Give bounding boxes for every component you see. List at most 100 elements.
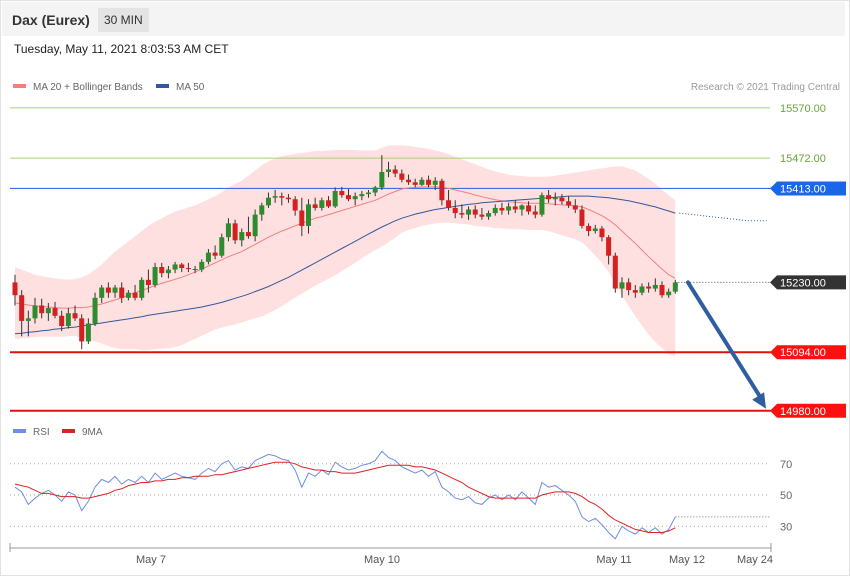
candle-down (79, 318, 85, 342)
candle-down (119, 287, 125, 298)
candle-down (245, 232, 251, 237)
candle-up (552, 197, 558, 200)
candle-down (452, 207, 458, 214)
candle-up (172, 264, 178, 270)
candle-down (292, 199, 298, 211)
candle-down (59, 315, 65, 327)
candle-up (259, 205, 265, 215)
candle-down (232, 223, 238, 241)
candle-down (559, 197, 565, 202)
candle-up (492, 207, 498, 214)
pivot-tag (770, 181, 846, 196)
rsi-level-label-2: 30 (780, 521, 792, 533)
candle-up (359, 194, 365, 197)
ma20-line (14, 186, 676, 309)
candle-down (572, 205, 578, 210)
candle-up (265, 197, 271, 206)
candle-down (412, 182, 418, 185)
candle-down (632, 290, 638, 293)
time-tick-label: May 11 (596, 554, 631, 566)
time-tick-label: May 12 (669, 554, 705, 566)
candle-down (212, 252, 218, 256)
candle-up (352, 196, 358, 200)
candle-up (239, 232, 245, 241)
candle-up (506, 206, 512, 211)
candle-down (12, 282, 18, 296)
candle-down (339, 191, 345, 196)
level-price-tags: 15570.00 15472.00 15413.00 15230.00 15094.00… (770, 103, 846, 418)
candle-down (185, 268, 191, 270)
candle-down (132, 292, 138, 298)
support-label-4: 15094.00 (780, 347, 826, 359)
candlesticks (12, 155, 678, 350)
candle-down (446, 200, 452, 208)
forecast-arrow-shaft (686, 280, 764, 402)
pivot-label: 15413.00 (780, 183, 826, 195)
candle-up (332, 191, 338, 207)
candle-down (646, 286, 652, 289)
rsi-legend-label-0: RSI (33, 427, 50, 438)
candle-up (99, 287, 105, 298)
candle-up (386, 169, 392, 173)
candle-up (666, 291, 672, 296)
candle-up (65, 313, 71, 327)
header-bar: Dax (Eurex) 30 MIN (2, 2, 845, 36)
candle-up (619, 282, 625, 289)
candle-up (92, 297, 98, 324)
candle-down (145, 279, 151, 285)
candle-up (152, 266, 158, 285)
rsi-legend-swatch-0 (13, 429, 26, 433)
candle-down (612, 255, 618, 289)
candle-up (419, 179, 425, 185)
forecast-arrow (686, 280, 766, 409)
support-label-5: 14980.00 (780, 406, 826, 418)
time-tick-label: May 7 (136, 554, 166, 566)
time-tick-label: May 10 (364, 554, 400, 566)
candle-down (105, 287, 111, 293)
price-legend: MA 20 + Bollinger Bands MA 50 (13, 82, 205, 93)
candle-up (366, 192, 372, 195)
candle-down (39, 305, 45, 314)
candle-up (432, 180, 438, 185)
candle-up (32, 305, 38, 319)
resistance-label-1: 15472.00 (780, 153, 826, 165)
candle-down (325, 200, 331, 207)
candle-down (606, 237, 612, 256)
candle-up (539, 195, 545, 215)
rsi-level-label-0: 70 (780, 459, 792, 471)
candle-down (299, 210, 305, 226)
support-tag-4 (770, 345, 846, 360)
last-price-tag (770, 275, 846, 290)
candle-down (586, 225, 592, 232)
instrument-title: Dax (Eurex) (12, 12, 90, 28)
candle-up (225, 223, 231, 238)
timeframe-badge[interactable]: 30 MIN (98, 8, 149, 32)
candle-up (486, 213, 492, 217)
candle-down (285, 197, 291, 200)
time-tick-label: May 24 (737, 554, 773, 566)
timestamp: Tuesday, May 11, 2021 8:03:53 AM CET (14, 42, 229, 56)
candle-down (566, 201, 572, 206)
rsi-legend-label-1: 9MA (82, 427, 103, 438)
credit-text: Research © 2021 Trading Central (691, 82, 840, 93)
candle-up (319, 200, 325, 208)
candle-down (406, 179, 412, 183)
candle-up (219, 237, 225, 256)
candle-down (479, 214, 485, 217)
candle-down (459, 213, 465, 215)
rsi-line (14, 450, 676, 540)
candle-up (252, 214, 258, 237)
candle-down (52, 308, 58, 316)
candle-down (392, 169, 398, 174)
candle-up (592, 228, 598, 232)
moving-averages (14, 186, 767, 335)
candle-up (139, 279, 145, 298)
candle-up (85, 323, 91, 342)
candle-down (19, 295, 25, 321)
rsi-ma-line (14, 461, 676, 533)
candle-up (305, 204, 311, 226)
rsi-legend-swatch-1 (62, 429, 75, 433)
key-levels (10, 107, 846, 412)
candle-up (519, 205, 525, 210)
